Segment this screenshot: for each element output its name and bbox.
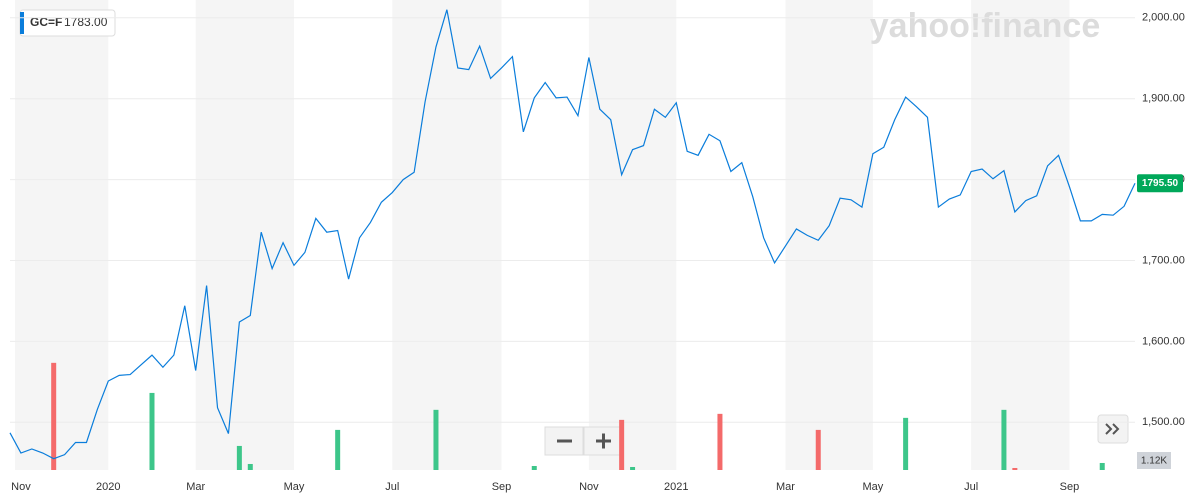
price-line (9, 9, 1136, 460)
volume-tag (1137, 452, 1171, 469)
zoom-controls (544, 426, 623, 456)
volume-bar (247, 463, 253, 470)
scroll-icon (1105, 423, 1120, 435)
x-tick-label: Sep (492, 481, 512, 493)
volume-bar (1099, 462, 1105, 470)
volume-bar (717, 413, 723, 470)
volume-bar (1001, 409, 1007, 470)
last-price-tag (1137, 174, 1183, 193)
y-tick-label: 1,700.00 (1142, 254, 1185, 266)
volume-bar (531, 465, 537, 470)
x-tick-label: 2020 (96, 481, 120, 493)
quote: 1783.00 (64, 15, 108, 29)
quote-marker (20, 12, 24, 34)
x-tick-label: Nov (11, 481, 31, 493)
y-tick-label: 2,000.00 (1142, 12, 1185, 24)
y-tick-label: 1,900.00 (1142, 93, 1185, 105)
month-band (392, 0, 502, 470)
volume-bar (903, 417, 909, 470)
x-tick-label: 2021 (664, 481, 688, 493)
x-tick-label: May (284, 481, 305, 493)
volume-bar (619, 419, 625, 470)
x-tick-label: Nov (579, 481, 599, 493)
month-band (195, 0, 294, 470)
last-price-label: 1795.50 (1142, 178, 1179, 189)
x-tick-label: Mar (776, 481, 795, 493)
x-tick-label: May (862, 481, 883, 493)
symbol: GC=F (30, 15, 62, 29)
volume-label: 1.12K (1141, 456, 1167, 467)
month-band (588, 0, 677, 470)
x-tick-label: Jul (385, 481, 399, 493)
x-tick-label: Mar (186, 481, 205, 493)
volume-bar (335, 429, 341, 470)
watermark: yahoo!finance (870, 7, 1100, 45)
month-band (15, 0, 109, 470)
scroll-right[interactable] (1097, 414, 1129, 444)
volume-bar (815, 429, 821, 470)
y-tick-label: 1,500.00 (1142, 416, 1185, 428)
month-band (785, 0, 873, 470)
month-bands (15, 0, 1070, 470)
volume-bar (433, 409, 439, 470)
volume-bar (236, 445, 242, 470)
volume-bar (1012, 467, 1018, 470)
volume-bar (630, 466, 636, 470)
plus-icon (596, 433, 611, 449)
x-tick-label: Sep (1060, 481, 1080, 493)
month-band (971, 0, 1070, 470)
y-tick-label: 1,600.00 (1142, 335, 1185, 347)
volume-bar (149, 392, 155, 470)
volume-bar (51, 362, 57, 470)
x-tick-label: Jul (964, 481, 978, 493)
